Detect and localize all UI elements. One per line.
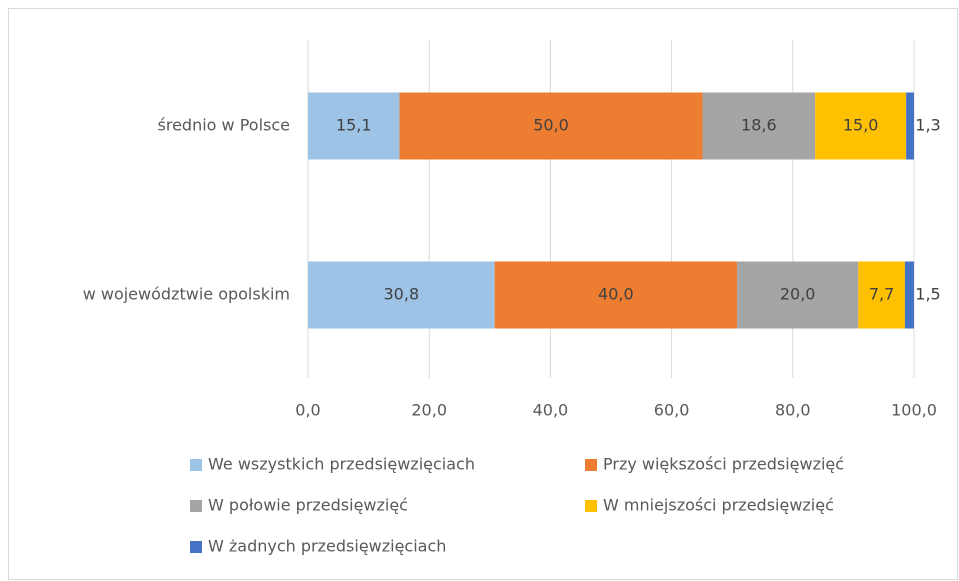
data-label: 7,7 xyxy=(869,285,894,304)
legend-marker xyxy=(190,541,202,553)
data-label: 1,5 xyxy=(915,285,940,304)
data-label: 20,0 xyxy=(780,285,816,304)
x-tick-label: 0,0 xyxy=(295,401,320,420)
legend-marker xyxy=(190,500,202,512)
legend-label: Przy większości przedsięwzięć xyxy=(603,455,844,474)
bar-segment xyxy=(737,261,859,329)
bar-segment xyxy=(906,92,914,160)
x-tick-label: 80,0 xyxy=(775,401,811,420)
bar-segment xyxy=(308,261,495,329)
data-label: 15,1 xyxy=(336,116,372,135)
data-label: 15,0 xyxy=(843,116,879,135)
x-tick-label: 20,0 xyxy=(411,401,447,420)
legend-label: We wszystkich przedsięwzięciach xyxy=(208,455,475,474)
legend-marker xyxy=(585,459,597,471)
bar-segment xyxy=(494,261,738,329)
bar-segment xyxy=(702,92,816,160)
bar-segment xyxy=(858,261,905,329)
bar-segment xyxy=(815,92,907,160)
data-label: 50,0 xyxy=(533,116,569,135)
x-tick-label: 100,0 xyxy=(891,401,937,420)
x-tick-label: 60,0 xyxy=(654,401,690,420)
data-label: 40,0 xyxy=(598,285,634,304)
data-label: 30,8 xyxy=(384,285,420,304)
legend-label: W żadnych przedsięwzięciach xyxy=(208,537,446,556)
bar-segment xyxy=(308,92,400,160)
data-label: 18,6 xyxy=(741,116,777,135)
x-tick-label: 40,0 xyxy=(533,401,569,420)
legend-label: W mniejszości przedsięwzięć xyxy=(603,496,834,515)
category-label: w województwie opolskim xyxy=(83,285,290,304)
data-label: 1,3 xyxy=(915,116,940,135)
bar-segment xyxy=(904,261,914,329)
legend-marker xyxy=(190,459,202,471)
legend-marker xyxy=(585,500,597,512)
bar-segment xyxy=(399,92,703,160)
category-label: średnio w Polsce xyxy=(158,116,290,135)
legend-label: W połowie przedsięwzięć xyxy=(208,496,408,515)
